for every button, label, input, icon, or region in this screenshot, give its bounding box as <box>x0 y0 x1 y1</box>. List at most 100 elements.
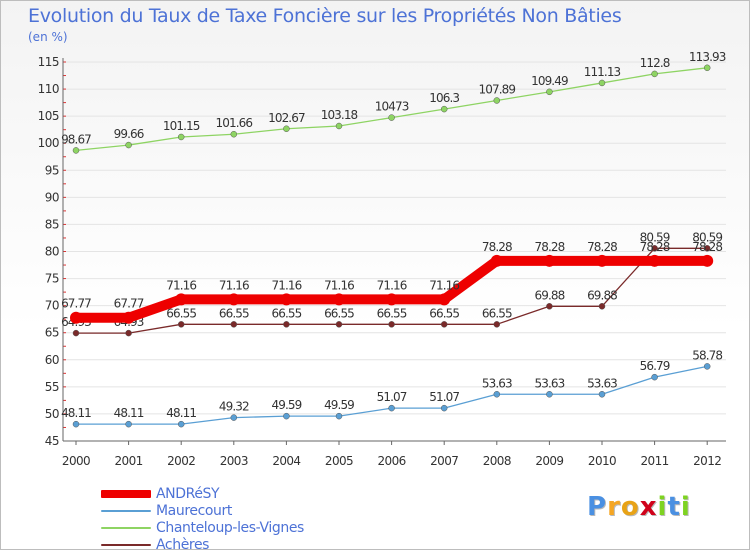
logo-letter: P <box>587 492 608 522</box>
data-label: 111.13 <box>584 65 621 79</box>
data-label: 53.63 <box>534 376 564 390</box>
data-point <box>388 114 395 121</box>
data-label: 106.3 <box>429 91 459 105</box>
data-point <box>598 391 606 398</box>
data-point <box>230 414 238 421</box>
data-label: 71.16 <box>377 278 407 292</box>
data-point <box>598 79 606 87</box>
data-label: 71.16 <box>429 278 459 292</box>
data-point <box>175 293 188 306</box>
y-tick-label: 95 <box>45 163 59 177</box>
data-label: 78.28 <box>534 240 564 254</box>
x-tick-label: 2009 <box>535 454 563 468</box>
data-point <box>388 404 395 412</box>
data-point <box>230 321 238 328</box>
data-label: 99.66 <box>114 127 144 141</box>
data-point <box>598 303 606 310</box>
data-label: 71.16 <box>219 278 249 292</box>
data-point <box>493 321 501 328</box>
data-label: 66.55 <box>429 306 459 320</box>
data-label: 67.77 <box>114 297 144 311</box>
logo-letter: x <box>639 492 658 522</box>
x-tick-label: 2011 <box>641 454 669 468</box>
y-tick-label: 115 <box>38 55 59 69</box>
data-point <box>125 420 132 428</box>
data-label: 112.8 <box>640 56 670 70</box>
data-point <box>283 125 290 133</box>
data-point <box>703 245 711 252</box>
legend-swatch <box>101 543 151 546</box>
data-label: 66.55 <box>377 306 407 320</box>
data-point <box>546 303 553 310</box>
data-point <box>125 141 132 149</box>
data-label: 78.28 <box>640 240 670 254</box>
y-tick-label: 50 <box>45 407 59 421</box>
legend-item: Chanteloup-les-Vignes <box>101 519 304 536</box>
data-point <box>230 130 238 138</box>
x-tick-label: 2008 <box>483 454 511 468</box>
data-label: 69.88 <box>587 288 617 302</box>
y-tick-label: 100 <box>38 136 59 150</box>
data-point <box>651 70 658 78</box>
x-tick-label: 2002 <box>167 454 195 468</box>
data-label: 49.32 <box>219 400 249 414</box>
data-point <box>72 329 80 337</box>
data-point <box>703 64 711 72</box>
data-label: 71.16 <box>324 278 354 292</box>
data-label: 80.59 <box>692 230 722 244</box>
data-label: 53.63 <box>482 376 512 390</box>
data-label: 98.67 <box>61 132 91 146</box>
logo-letter: t <box>667 492 681 522</box>
data-point <box>651 373 658 381</box>
data-point <box>440 404 448 412</box>
x-tick-label: 2003 <box>220 454 248 468</box>
x-tick-label: 2012 <box>693 454 721 468</box>
data-label: 71.16 <box>166 278 196 292</box>
legend: ANDRéSY Maurecourt Chanteloup-les-Vignes Ac… <box>101 485 304 553</box>
data-point <box>335 412 343 420</box>
data-label: 66.55 <box>271 306 301 320</box>
data-label: 53.63 <box>587 376 617 390</box>
data-label: 48.11 <box>114 406 144 420</box>
y-tick-label: 105 <box>38 109 59 123</box>
data-point <box>227 293 240 306</box>
data-point <box>546 88 553 96</box>
data-label: 51.07 <box>377 390 407 404</box>
data-label: 66.55 <box>166 306 196 320</box>
data-label: 48.11 <box>61 406 91 420</box>
y-tick-label: 60 <box>45 353 59 367</box>
data-point <box>701 254 714 267</box>
data-point <box>703 363 711 370</box>
y-tick-label: 70 <box>45 299 59 313</box>
data-point <box>283 321 290 328</box>
legend-label: ANDRéSY <box>156 485 220 502</box>
data-point <box>543 254 556 267</box>
data-label: 48.11 <box>166 406 196 420</box>
data-point <box>335 122 343 130</box>
data-label: 71.16 <box>271 278 301 292</box>
logo-letter: i <box>680 492 691 522</box>
data-point <box>335 321 343 328</box>
data-point <box>333 293 345 306</box>
proxiti-logo: Proxiti <box>587 492 691 522</box>
data-point <box>596 254 608 267</box>
data-point <box>70 311 82 324</box>
data-point <box>280 293 293 306</box>
legend-item: Achères <box>101 536 304 553</box>
legend-label: Chanteloup-les-Vignes <box>156 519 304 536</box>
data-label: 101.66 <box>216 116 253 130</box>
y-tick-label: 65 <box>45 326 59 340</box>
x-tick-label: 2010 <box>588 454 616 468</box>
legend-swatch <box>101 509 151 512</box>
legend-label: Achères <box>156 536 210 553</box>
data-point <box>283 412 290 420</box>
data-point <box>388 321 395 328</box>
data-point <box>440 321 448 328</box>
legend-label: Maurecourt <box>156 502 232 519</box>
data-point <box>72 147 80 154</box>
data-label: 107.89 <box>479 82 516 96</box>
data-point <box>546 391 553 398</box>
data-point <box>440 105 448 113</box>
data-label: 66.55 <box>324 306 354 320</box>
data-label: 103.18 <box>321 108 358 122</box>
